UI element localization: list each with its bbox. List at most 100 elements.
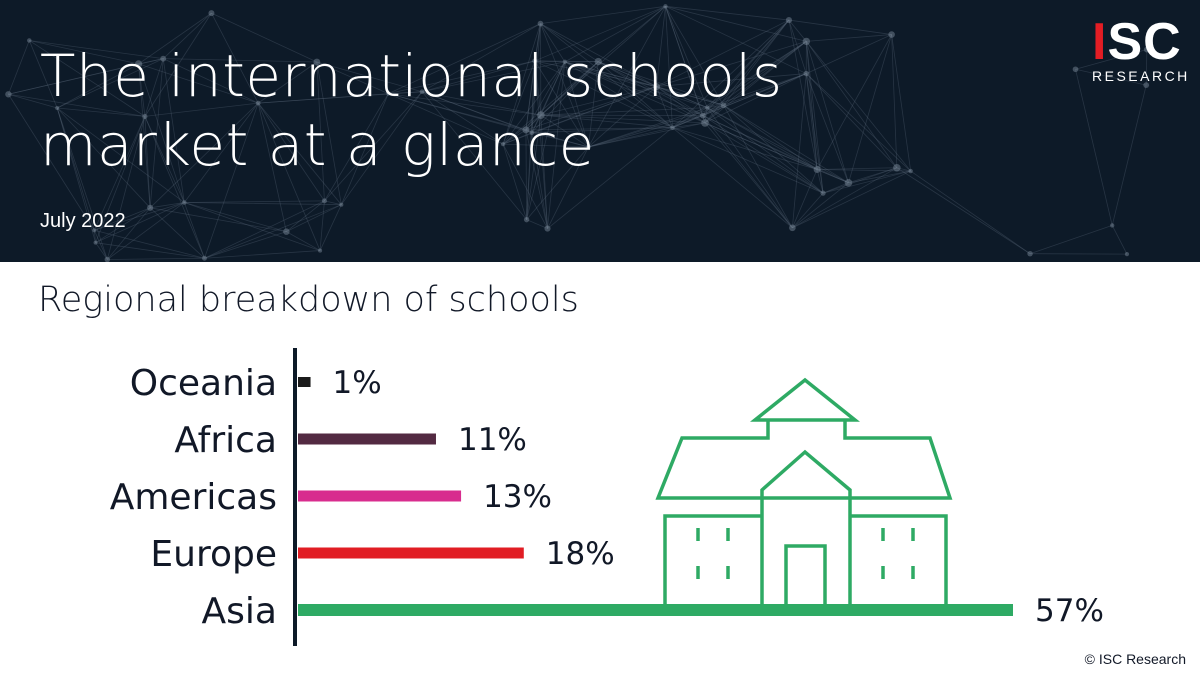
network-line — [547, 127, 673, 229]
network-line — [588, 115, 704, 148]
network-line — [502, 114, 542, 145]
network-line — [547, 61, 566, 229]
network-node — [1143, 46, 1150, 53]
network-line — [534, 60, 542, 116]
network-node — [202, 255, 207, 261]
network-line — [204, 204, 342, 259]
network-line — [388, 93, 504, 145]
network-line — [95, 242, 108, 260]
network-node — [720, 102, 727, 109]
isc-research-logo: ISC RESEARCH — [1092, 14, 1188, 88]
network-line — [723, 19, 790, 106]
network-line — [672, 107, 708, 129]
network-line — [540, 114, 589, 148]
network-line — [184, 202, 321, 251]
network-line — [150, 207, 287, 233]
network-line — [540, 23, 673, 128]
network-line — [8, 93, 145, 117]
network-line — [540, 61, 566, 116]
network-line — [526, 146, 589, 220]
network-line — [388, 23, 541, 95]
network-line — [704, 107, 708, 123]
network-node — [785, 16, 793, 24]
network-line — [792, 169, 818, 228]
category-label-oceania: Oceania — [130, 363, 277, 404]
network-line — [788, 19, 807, 42]
network-line — [163, 58, 317, 63]
network-line — [672, 104, 724, 129]
network-line — [805, 73, 849, 183]
network-line — [564, 61, 657, 87]
network-line — [183, 202, 205, 259]
network-line — [144, 58, 164, 117]
network-line — [1075, 69, 1113, 226]
network-line — [656, 86, 673, 128]
network-line — [791, 73, 807, 228]
network-line — [144, 116, 151, 208]
network-line — [707, 107, 824, 194]
network-line — [598, 61, 706, 124]
network-line — [502, 144, 527, 220]
value-label-americas: 13% — [483, 479, 552, 515]
network-node — [339, 202, 344, 207]
network-line — [540, 115, 548, 229]
network-node — [803, 70, 809, 77]
network-line — [93, 230, 108, 260]
network-line — [525, 60, 536, 130]
network-node — [529, 130, 535, 136]
network-line — [211, 12, 259, 104]
network-line — [707, 104, 724, 109]
value-label-africa: 11% — [458, 422, 527, 458]
network-node — [313, 58, 321, 66]
network-node — [182, 200, 187, 205]
network-node — [544, 225, 551, 232]
network-line — [702, 115, 793, 229]
network-line — [531, 23, 541, 133]
value-labels: 1% 11% 13% 18% 57% — [333, 365, 1104, 629]
network-line — [672, 127, 824, 194]
network-line — [792, 182, 849, 229]
network-line — [896, 167, 1031, 255]
network-line — [723, 41, 807, 106]
network-line — [56, 63, 139, 109]
network-line — [388, 93, 532, 134]
logo-mark-white: SC — [1107, 13, 1182, 71]
network-line — [672, 122, 706, 129]
network-node — [1110, 223, 1115, 228]
network-line — [704, 122, 824, 194]
network-line — [286, 200, 325, 232]
network-line — [792, 192, 824, 229]
network-node — [386, 91, 391, 96]
network-node — [55, 105, 60, 111]
network-line — [149, 207, 205, 259]
network-node — [562, 59, 568, 65]
network-line — [534, 60, 548, 229]
network-line — [816, 34, 892, 170]
network-line — [817, 167, 897, 170]
network-line — [95, 116, 146, 243]
network-node — [142, 113, 148, 119]
network-line — [702, 107, 708, 116]
network-line — [138, 58, 164, 65]
network-line — [656, 6, 666, 87]
network-line — [421, 23, 541, 93]
bar-oceania — [298, 377, 311, 387]
network-line — [144, 116, 185, 203]
network-line — [144, 102, 259, 117]
network-line — [723, 105, 793, 229]
network-line — [531, 132, 548, 229]
bar-americas — [298, 490, 462, 502]
network-node — [670, 125, 675, 130]
network-line — [665, 5, 807, 42]
network-node — [893, 163, 901, 172]
chart-title: Regional breakdown of schools — [38, 280, 579, 320]
network-line — [822, 182, 849, 194]
network-line — [28, 40, 58, 109]
network-line — [162, 58, 185, 203]
network-line — [138, 63, 151, 208]
network-line — [316, 61, 389, 95]
network-line — [56, 107, 108, 260]
network-line — [531, 127, 673, 134]
network-line — [540, 114, 706, 124]
network-line — [421, 61, 565, 93]
